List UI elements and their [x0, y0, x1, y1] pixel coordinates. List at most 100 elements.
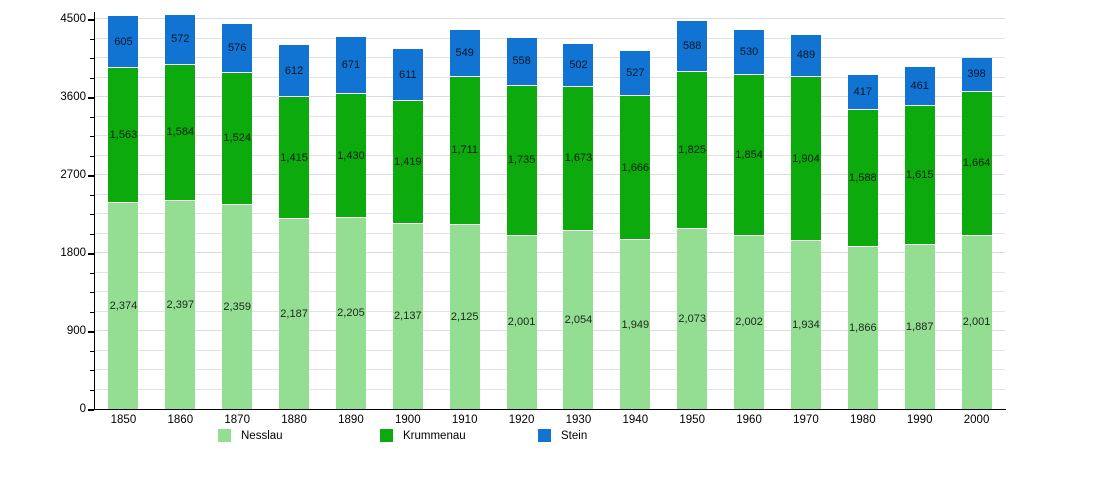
bar-segment-nesslau-1850: 2,374: [108, 203, 139, 409]
y-tick-450: [90, 370, 94, 371]
value-label-nesslau-1890: 2,205: [337, 307, 365, 320]
x-axis-tick-label-1970: 1970: [793, 414, 819, 426]
stacked-bar-1870: 2,359 1,524 576: [222, 23, 253, 409]
x-axis-tick-label-1900: 1900: [395, 414, 421, 426]
legend-item-nesslau: Nesslau: [218, 429, 283, 442]
value-label-nesslau-2000: 2,001: [962, 316, 991, 329]
major-gridline-1800: [95, 252, 1005, 253]
x-axis-tick-label-1910: 1910: [451, 414, 478, 426]
x-axis-labels: 1850 1860 1870 1880 1890 1900 1910 1920 1930 1940…: [95, 414, 1005, 426]
value-label-krummenau-1930: 1,673: [564, 152, 593, 165]
minor-gridline-4050: [95, 57, 1005, 58]
value-label-stein-1960: 530: [739, 46, 759, 59]
plot-area: 2,374 1,563 605 2,397 1,584 572 2,359 1,524 576 2…: [95, 15, 1005, 409]
x-axis-tick-label-1870: 1870: [224, 414, 250, 426]
bar-segment-krummenau-1870: 1,524: [222, 72, 253, 205]
stacked-bar-2000: 2,001 1,664 398: [961, 57, 992, 409]
value-label-nesslau-1930: 2,054: [564, 314, 593, 326]
stacked-bar-1890: 2,205 1,430 671: [335, 36, 366, 409]
minor-gridline-2925: [95, 154, 1005, 156]
value-label-nesslau-1860: 2,397: [166, 299, 195, 312]
y-tick-1125: [90, 311, 94, 313]
y-tick-2700: [88, 175, 94, 177]
bar-segment-stein-1970: 489: [790, 35, 821, 77]
legend-label-stein: Stein: [561, 429, 588, 442]
value-label-stein-1910: 549: [455, 47, 474, 60]
value-label-krummenau-1980: 1,588: [849, 172, 877, 185]
minor-gridline-2475: [95, 193, 1005, 195]
bar-segment-krummenau-2000: 1,664: [961, 91, 992, 236]
stacked-bar-1960: 2,002 1,854 530: [734, 29, 765, 409]
x-axis-tick-label-1850: 1850: [110, 414, 137, 426]
bar-segment-krummenau-1900: 1,419: [392, 101, 423, 224]
stacked-bar-1860: 2,397 1,584 572: [165, 15, 196, 409]
bar-slot-1950: 2,073 1,825 588: [664, 19, 721, 409]
bar-slot-1920: 2,001 1,735 558: [493, 19, 550, 409]
bar-slot-1930: 2,054 1,673 502: [550, 19, 607, 409]
value-label-stein-1900: 611: [399, 68, 417, 81]
value-label-nesslau-1990: 1,887: [905, 321, 934, 334]
value-label-stein-1920: 558: [512, 55, 531, 68]
minor-gridline-4275: [95, 37, 1005, 39]
bar-segment-stein-1950: 588: [677, 21, 708, 72]
bar-segment-krummenau-1940: 1,666: [620, 96, 651, 241]
y-tick-3825: [90, 77, 94, 79]
y-tick-225: [90, 389, 94, 391]
stacked-bar-1930: 2,054 1,673 502: [563, 43, 594, 409]
bar-segment-krummenau-1920: 1,735: [506, 85, 537, 236]
bar-segment-krummenau-1970: 1,904: [790, 76, 821, 242]
bar-segment-stein-1890: 671: [335, 36, 366, 95]
bar-segment-stein-1900: 611: [392, 48, 423, 102]
x-axis-tick-label-1940: 1940: [622, 414, 649, 426]
stacked-bar-1880: 2,187 1,415 612: [279, 44, 310, 409]
value-label-stein-1990: 461: [910, 79, 929, 92]
y-axis-tick-label-1800: 1800: [60, 247, 86, 259]
bar-segment-stein-1860: 572: [165, 15, 196, 65]
y-tick-0: [88, 409, 94, 411]
bar-slot-1940: 1,949 1,666 527: [607, 19, 664, 409]
stacked-bar-1900: 2,137 1,419 611: [392, 48, 423, 409]
value-label-stein-1950: 588: [683, 39, 702, 52]
bar-segment-krummenau-1950: 1,825: [677, 71, 708, 230]
stacked-bar-1990: 1,887 1,615 461: [904, 66, 935, 409]
value-label-stein-1940: 527: [626, 67, 645, 80]
value-label-krummenau-1880: 1,415: [280, 151, 308, 164]
y-tick-2925: [90, 155, 94, 157]
bar-segment-krummenau-1910: 1,711: [449, 77, 480, 225]
minor-gridline-2025: [95, 232, 1005, 234]
y-axis-tick-label-2700: 2700: [60, 169, 86, 181]
bar-segment-nesslau-1880: 2,187: [279, 219, 310, 409]
y-tick-2250: [90, 214, 94, 215]
bar-slot-1990: 1,887 1,615 461: [891, 19, 948, 409]
y-tick-3150: [90, 136, 94, 137]
bar-segment-nesslau-1860: 2,397: [165, 201, 196, 409]
value-label-stein-1850: 605: [114, 35, 133, 48]
bars-layer: 2,374 1,563 605 2,397 1,584 572 2,359 1,524 576 2…: [95, 15, 1005, 409]
minor-gridline-3825: [95, 76, 1005, 78]
x-axis-tick-label-2000: 2000: [963, 414, 990, 426]
bar-segment-nesslau-1870: 2,359: [222, 204, 253, 409]
bar-segment-stein-1880: 612: [279, 44, 310, 98]
y-tick-2025: [90, 233, 94, 235]
y-tick-675: [90, 350, 94, 352]
stacked-bar-1980: 1,866 1,588 417: [847, 74, 878, 409]
value-label-krummenau-1990: 1,615: [905, 169, 934, 182]
value-label-stein-1860: 572: [171, 33, 190, 46]
value-label-nesslau-1970: 1,934: [792, 319, 820, 332]
bar-segment-nesslau-1910: 2,125: [449, 224, 480, 409]
bar-segment-krummenau-1990: 1,615: [904, 106, 935, 246]
x-axis-tick-label-1880: 1880: [281, 414, 307, 426]
bar-slot-1850: 2,374 1,563 605: [95, 16, 152, 409]
bar-segment-nesslau-1980: 1,866: [847, 247, 878, 409]
minor-gridline-450: [95, 369, 1005, 370]
legend: Nesslau Krummenau Stein: [0, 429, 1100, 447]
value-label-krummenau-1860: 1,584: [166, 126, 195, 139]
y-axis-tick-label-3600: 3600: [60, 91, 86, 103]
major-gridline-900: [95, 330, 1005, 331]
value-label-nesslau-1940: 1,949: [621, 318, 650, 331]
y-tick-4275: [90, 38, 94, 40]
value-label-nesslau-1850: 2,374: [109, 300, 138, 313]
value-label-krummenau-1870: 1,524: [223, 132, 251, 145]
legend-swatch-nesslau: [218, 429, 231, 442]
